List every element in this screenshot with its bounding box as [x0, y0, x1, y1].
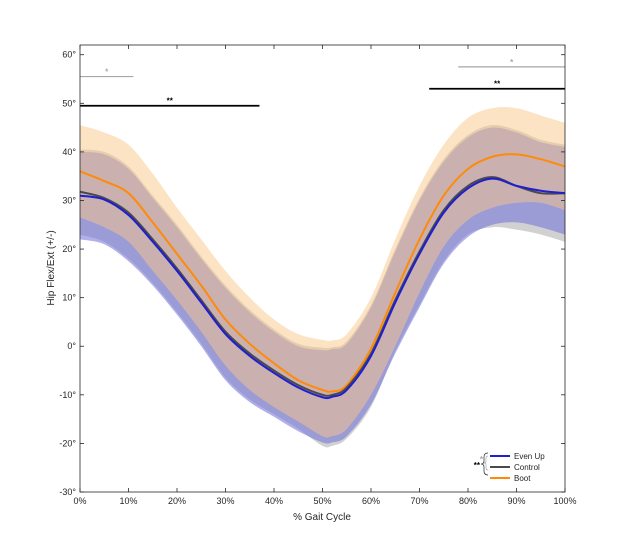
x-tick-label: 90%	[507, 496, 525, 506]
legend-label-boot: Boot	[514, 474, 531, 483]
x-tick-label: 60%	[362, 496, 380, 506]
significance-marker: *	[510, 58, 514, 67]
legend-label-even-up: Even Up	[514, 452, 545, 461]
band-boot	[80, 107, 565, 438]
y-tick-label: 10°	[62, 293, 76, 303]
y-tick-label: 40°	[62, 147, 76, 157]
confidence-bands	[80, 107, 565, 448]
significance-marker: **	[167, 97, 174, 106]
y-tick-label: -10°	[59, 390, 76, 400]
x-tick-label: 20%	[168, 496, 186, 506]
legend-bracket-outer	[480, 452, 489, 476]
y-tick-label: 30°	[62, 195, 76, 205]
x-tick-label: 100%	[553, 496, 576, 506]
significance-marker: **	[494, 80, 501, 89]
y-tick-label: 60°	[62, 50, 76, 60]
legend: Even Up Control Boot ***	[474, 452, 545, 483]
x-tick-label: 0%	[73, 496, 86, 506]
x-tick-label: 70%	[410, 496, 428, 506]
x-tick-label: 50%	[313, 496, 331, 506]
y-tick-label: 20°	[62, 244, 76, 254]
y-tick-label: -30°	[59, 487, 76, 497]
y-tick-label: -20°	[59, 438, 76, 448]
line-boot	[79, 153, 566, 393]
y-tick-label: 50°	[62, 98, 76, 108]
y-tick-label: 0°	[67, 341, 76, 351]
x-axis-label: % Gait Cycle	[293, 512, 351, 523]
x-axis-ticks: 0% 10% 20% 30% 40% 50% 60% 70% 80% 90% 100%	[73, 45, 577, 506]
legend-bracket-inner	[483, 455, 489, 471]
line-even-up	[79, 177, 566, 400]
y-axis-ticks: -30° -20° -10° 0° 10° 20° 30° 40° 50° 60°	[59, 50, 565, 497]
x-tick-label: 80%	[459, 496, 477, 506]
legend-bracket-gray-mark: *	[480, 455, 484, 464]
mean-lines	[79, 153, 566, 400]
legend-bracket-black-mark: **	[474, 461, 481, 470]
x-tick-label: 40%	[265, 496, 283, 506]
y-axis-label: Hip Flex/Ext (+/-)	[46, 230, 57, 305]
x-tick-label: 10%	[119, 496, 137, 506]
significance-bars: ******	[80, 58, 565, 107]
x-tick-label: 30%	[216, 496, 234, 506]
significance-marker: *	[105, 68, 109, 77]
legend-label-control: Control	[514, 463, 540, 472]
line-control	[79, 176, 566, 397]
